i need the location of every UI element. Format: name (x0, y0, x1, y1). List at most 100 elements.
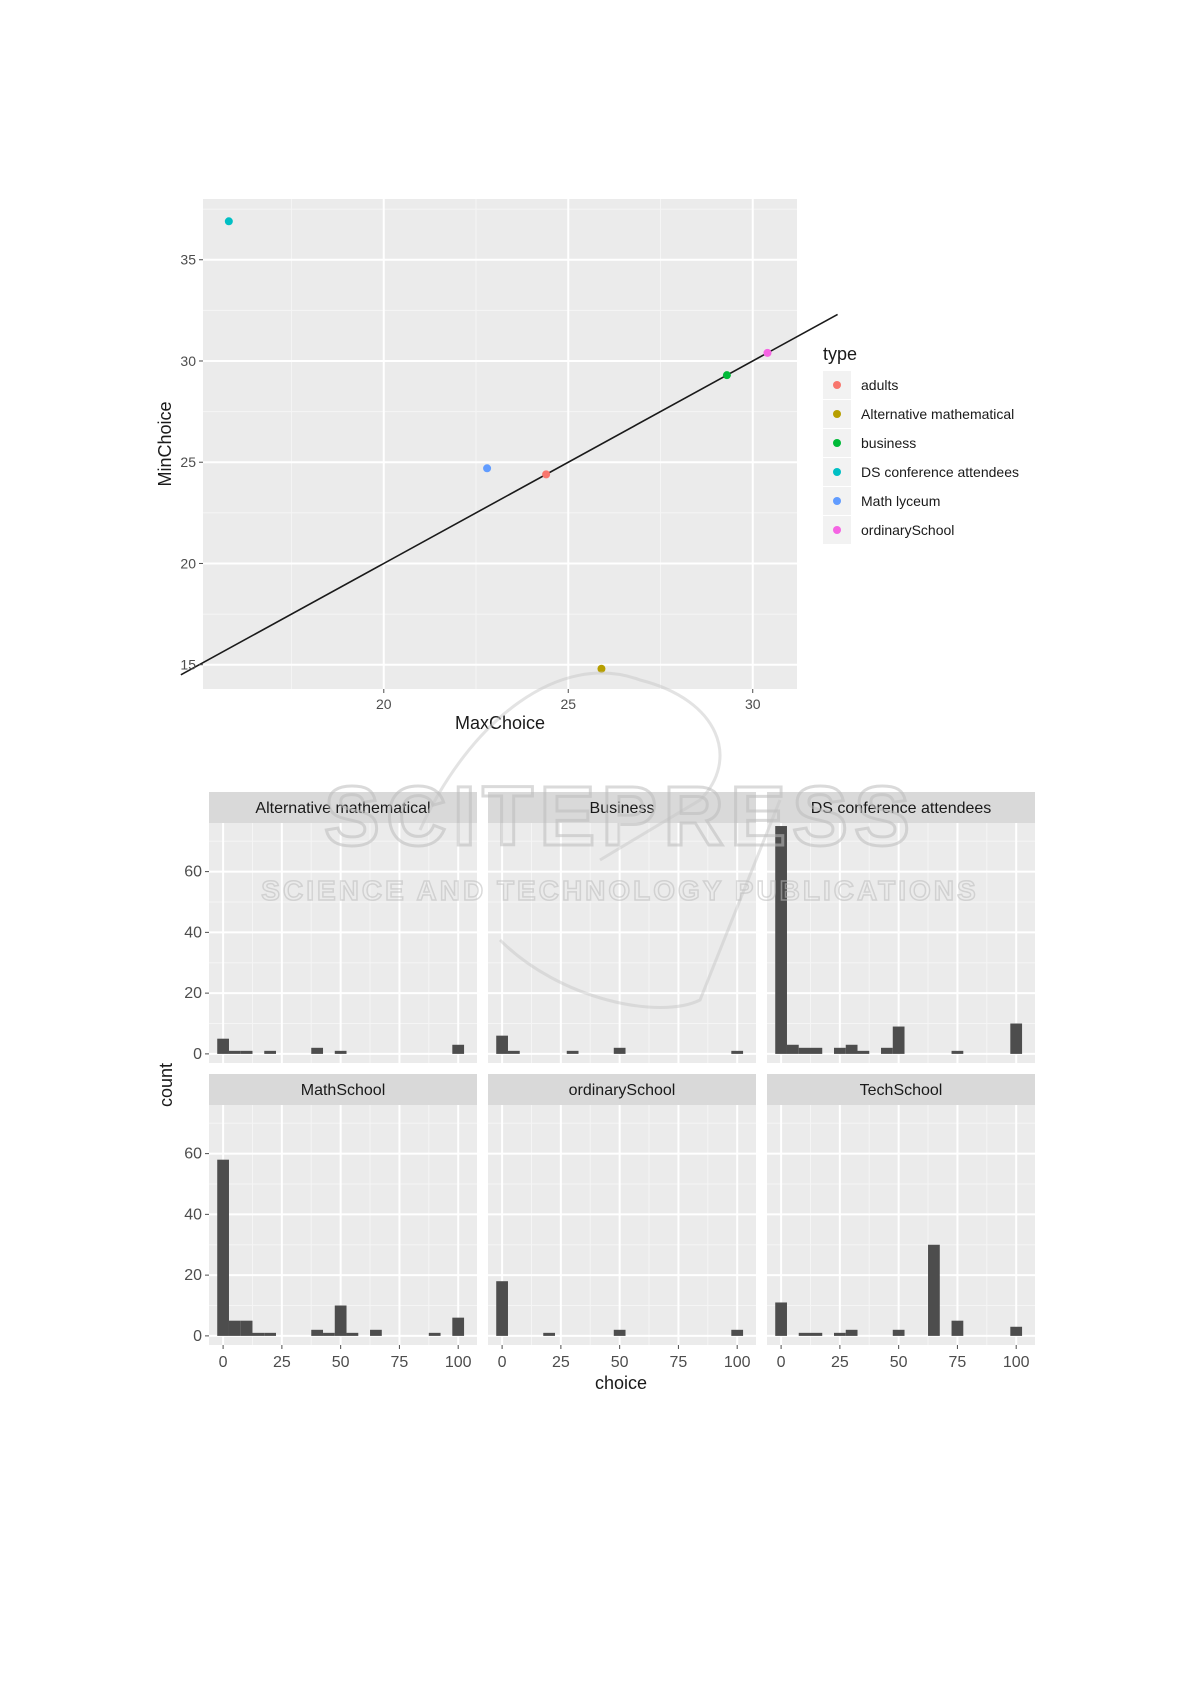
watermark-emblem-curve-lower (498, 799, 782, 1009)
facet-background (767, 1105, 1035, 1345)
facet-x-tick-label: 50 (890, 1354, 908, 1371)
scatter-point (597, 664, 606, 673)
histogram-bar (323, 1332, 335, 1336)
facet-y-tick-label: 60 (184, 864, 202, 881)
facet-strip-label: TechSchool (860, 1082, 943, 1099)
histogram-bar (543, 1332, 555, 1336)
scatter-y-tick-label: 15 (180, 657, 196, 673)
facet-panel: TechSchool 0 25 50 75 100 (767, 1074, 1035, 1371)
histogram-bar (252, 1332, 265, 1336)
facet-strip (767, 1074, 1035, 1105)
facet-y-tick-label: 0 (193, 1046, 202, 1063)
legend-label: adults (861, 377, 898, 393)
scatter-minor-grid (203, 199, 797, 689)
scatter-plot: 20 25 30 15 20 25 30 35 MaxChoice MinChoice ty… (155, 199, 1019, 733)
histogram-bar (951, 1320, 964, 1336)
facet-x-tick-label: 25 (273, 1354, 291, 1371)
scatter-y-ticks: 15 20 25 30 35 (180, 252, 203, 673)
watermark-title: SCITEPRESS (324, 769, 916, 863)
histogram-bar (834, 1332, 846, 1336)
facet-x-tick-label: 50 (332, 1354, 350, 1371)
facet-x-tick-label: 75 (391, 1354, 409, 1371)
scatter-point (763, 348, 772, 357)
legend-title: type (823, 344, 857, 364)
facet-strip-label: Alternative mathematical (255, 800, 430, 817)
scatter-point (722, 371, 731, 380)
histogram-bar (264, 1050, 276, 1054)
histogram-bar (228, 1320, 241, 1336)
facet-strip (767, 792, 1035, 823)
facet-y-tick-label: 40 (184, 924, 202, 941)
facet-panel: Alternative mathematical 0 20 40 60 (184, 792, 477, 1063)
facet-panel: Business (488, 792, 756, 1063)
facet-strip (209, 1074, 477, 1105)
facet-background (767, 823, 1035, 1063)
facet-strip (488, 1074, 756, 1105)
facet-x-tick-label: 100 (724, 1354, 751, 1371)
facet-panel: DS conference attendees (767, 792, 1035, 1063)
facet-panel: MathSchool 0 20 40 60 0 25 50 75 100 (184, 1074, 477, 1371)
histogram-y-axis-title: count (156, 1063, 176, 1107)
facet-x-tick-label: 100 (1003, 1354, 1030, 1371)
legend-key-point (833, 497, 841, 505)
histogram-bar (496, 1035, 508, 1054)
histogram-bar (566, 1050, 579, 1054)
histogram-bar (798, 1332, 811, 1336)
scatter-x-axis-title: MaxChoice (455, 713, 545, 733)
legend-label: ordinarySchool (861, 522, 954, 538)
histogram-bar (881, 1047, 893, 1054)
watermark-emblem-curve (418, 671, 722, 862)
histogram-bar (786, 1044, 799, 1054)
histogram-bar (1010, 1326, 1023, 1336)
histogram-bar (798, 1047, 811, 1054)
facet-background (209, 823, 477, 1063)
facet-x-tick-label: 100 (445, 1354, 472, 1371)
histogram-bar (892, 1329, 905, 1336)
scatter-y-tick-label: 30 (180, 353, 196, 369)
legend-label: DS conference attendees (861, 464, 1019, 480)
publisher-watermark: SCITEPRESS SCIENCE AND TECHNOLOGY PUBLIC… (261, 671, 978, 1009)
histogram-bar (731, 1050, 744, 1054)
histogram-bar (240, 1320, 253, 1336)
facet-background (209, 1105, 477, 1345)
histogram-bar (775, 1302, 787, 1336)
histogram-bar (810, 1047, 823, 1054)
watermark-subtitle: SCIENCE AND TECHNOLOGY PUBLICATIONS (261, 875, 978, 906)
facet-x-tick-label: 0 (498, 1354, 507, 1371)
scatter-y-tick-label: 35 (180, 252, 196, 268)
facet-x-tick-label: 50 (611, 1354, 629, 1371)
facet-panel: ordinarySchool 0 25 50 75 100 (488, 1074, 756, 1371)
histogram-bar (240, 1050, 253, 1054)
histogram-bar (507, 1050, 520, 1054)
histogram-bar (311, 1329, 324, 1336)
faceted-histogram: Alternative mathematical 0 20 40 60 Business D… (184, 792, 1035, 1371)
histogram-bar (452, 1044, 465, 1054)
scatter-x-tick-label: 25 (560, 696, 576, 712)
facet-y-tick-label: 0 (193, 1328, 202, 1345)
histogram-bar (613, 1047, 626, 1054)
histogram-bar (775, 826, 787, 1054)
histogram-bar (731, 1329, 744, 1336)
scatter-point (224, 217, 233, 226)
histogram-bar (845, 1329, 858, 1336)
facet-y-tick-label: 20 (184, 985, 202, 1002)
facet-strip-label: DS conference attendees (811, 800, 992, 817)
histogram-bar (834, 1047, 846, 1054)
facet-strip-label: ordinarySchool (569, 1082, 676, 1099)
facet-strip-label: MathSchool (301, 1082, 386, 1099)
facet-y-tick-label: 40 (184, 1206, 202, 1223)
histogram-bar (810, 1332, 823, 1336)
legend-label: Math lyceum (861, 493, 940, 509)
facet-x-tick-label: 75 (949, 1354, 967, 1371)
histogram-bar (1010, 1023, 1023, 1054)
histogram-bar (217, 1038, 229, 1054)
histogram-bar (370, 1329, 382, 1336)
histogram-bar (334, 1305, 347, 1336)
histogram-x-axis-title: choice (595, 1373, 647, 1393)
facet-background (488, 823, 756, 1063)
scatter-y-axis-title: MinChoice (155, 401, 175, 486)
histogram-bar (613, 1329, 626, 1336)
scatter-point (542, 470, 551, 479)
histogram-bar (857, 1050, 870, 1054)
histogram-bar (951, 1050, 964, 1054)
